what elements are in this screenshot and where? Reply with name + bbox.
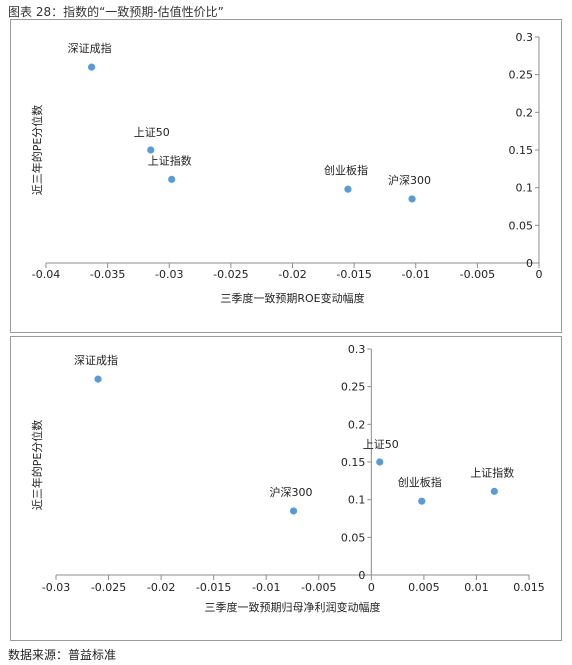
data-point-label: 上证指数 [148, 153, 192, 167]
y-tick-label: 0.25 [509, 69, 534, 82]
data-point [289, 507, 298, 515]
scatter-chart-roe: -0.04 -0.035 -0.03 -0.025 -0.02 -0.015 -0.01 -0… [30, 31, 543, 305]
y-tick-label: 0.2 [516, 106, 534, 119]
x-tick-label: 0 [536, 268, 543, 281]
x-tick-label: 0.01 [464, 581, 489, 594]
y-tick-label: 0.2 [348, 418, 366, 431]
data-point [408, 195, 416, 203]
y-tick-label: 0.1 [516, 182, 534, 195]
data-point [490, 487, 498, 495]
data-point-label: 创业板指 [398, 475, 442, 489]
data-point-label: 沪深300 [388, 173, 431, 187]
data-point-label: 深证成指 [74, 353, 118, 367]
data-point-label: 沪深300 [270, 485, 313, 499]
x-tick-label: -0.02 [278, 268, 306, 281]
x-tick-label: -0.025 [213, 268, 248, 281]
x-tick-label: -0.035 [90, 268, 125, 281]
x-tick-label: -0.03 [42, 581, 70, 594]
chart-panel-profit: -0.03 -0.025 -0.02 -0.015 -0.01 -0.005 0 0.005 0… [10, 336, 562, 641]
y-tick-label: 0.3 [348, 343, 366, 356]
source-note: 数据来源：普益标准 [8, 648, 117, 662]
x-tick-label: -0.04 [32, 268, 60, 281]
x-tick-label: 0.015 [513, 581, 545, 594]
y-axis-title: 近三年的PE分位数 [30, 105, 44, 196]
data-point [168, 175, 176, 183]
data-point-label: 上证指数 [470, 465, 514, 479]
y-tick-label: 0.05 [341, 531, 366, 544]
x-tick-label: -0.01 [402, 268, 430, 281]
data-point [418, 497, 426, 505]
y-tick-label: 0 [526, 257, 533, 270]
data-point-label: 深证成指 [68, 41, 112, 55]
x-tick-label: -0.03 [155, 268, 183, 281]
data-point-label: 上证50 [363, 438, 399, 451]
data-point-label: 创业板指 [324, 163, 368, 177]
x-tick-label: 0 [368, 581, 375, 594]
y-tick-label: 0.25 [341, 381, 366, 394]
chart-panel-roe: -0.04 -0.035 -0.03 -0.025 -0.02 -0.015 -0.01 -0… [10, 19, 562, 333]
y-tick-label: 0.3 [516, 31, 534, 44]
y-tick-label: 0 [358, 569, 365, 582]
data-point [376, 458, 384, 466]
y-tick-label: 0.05 [509, 219, 534, 232]
y-tick-label: 0.1 [348, 494, 366, 507]
x-axis-title: 三季度一致预期ROE变动幅度 [220, 291, 364, 305]
x-tick-label: -0.01 [252, 581, 280, 594]
data-point [344, 185, 352, 193]
x-axis-title: 三季度一致预期归母净利润变动幅度 [205, 600, 381, 614]
x-tick-label: -0.02 [147, 581, 175, 594]
data-point [147, 146, 155, 154]
scatter-chart-profit: -0.03 -0.025 -0.02 -0.015 -0.01 -0.005 0 0.005 0… [30, 343, 545, 614]
x-tick-label: -0.005 [301, 581, 336, 594]
x-tick-label: -0.005 [460, 268, 495, 281]
x-tick-label: -0.015 [196, 581, 231, 594]
data-point [88, 63, 96, 71]
y-tick-label: 0.15 [341, 456, 366, 469]
figure-title: 图表 28：指数的“一致预期-估值性价比” [8, 5, 224, 19]
data-point [94, 375, 102, 383]
y-axis-title: 近三年的PE分位数 [30, 420, 44, 511]
x-tick-label: -0.015 [336, 268, 371, 281]
y-tick-label: 0.15 [509, 144, 534, 157]
data-point-label: 上证50 [134, 126, 170, 139]
x-tick-label: 0.005 [408, 581, 440, 594]
x-tick-label: -0.025 [91, 581, 126, 594]
